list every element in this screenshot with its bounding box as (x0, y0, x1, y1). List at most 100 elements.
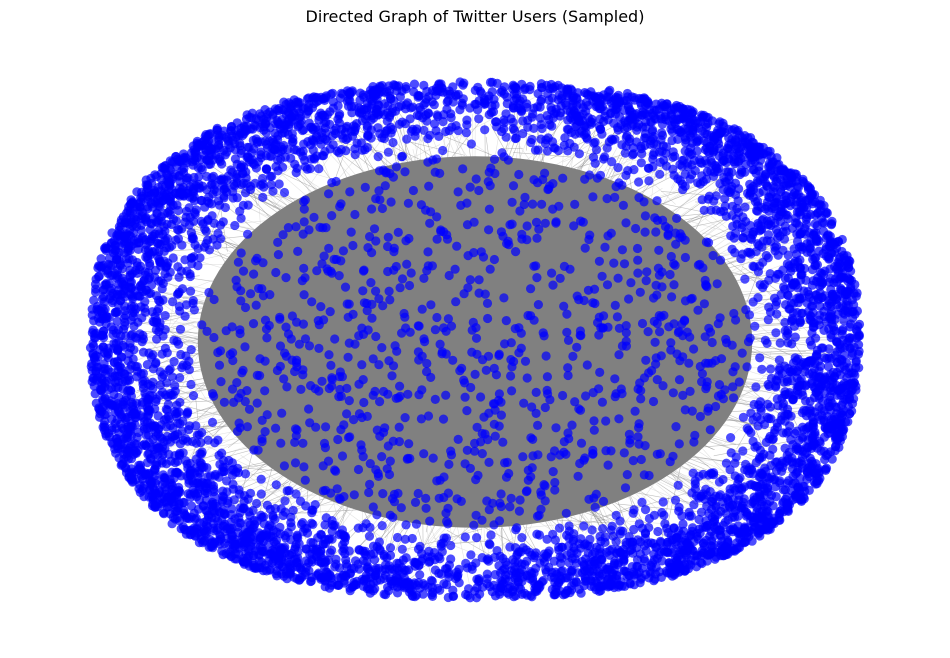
node (600, 152, 610, 162)
node (174, 225, 184, 235)
graph-title: Directed Graph of Twitter Users (Sampled… (305, 7, 645, 26)
node (780, 485, 790, 495)
node (517, 533, 527, 543)
node (795, 197, 806, 207)
node (774, 462, 784, 472)
node (658, 497, 668, 507)
node (756, 414, 766, 425)
node (409, 79, 420, 89)
node (320, 147, 330, 157)
node (827, 219, 837, 229)
node (602, 143, 612, 153)
node (179, 190, 189, 200)
node (314, 164, 324, 174)
node (587, 525, 597, 535)
node (230, 220, 240, 231)
node (270, 504, 280, 514)
node (726, 433, 736, 443)
node (473, 82, 483, 92)
node (486, 530, 496, 540)
node (214, 450, 224, 460)
node (169, 357, 179, 367)
node (816, 446, 826, 456)
node (255, 109, 265, 119)
node (397, 151, 407, 161)
node (383, 147, 393, 157)
node (236, 213, 246, 223)
node (332, 146, 342, 156)
node (340, 549, 350, 559)
node (280, 496, 290, 506)
node (539, 549, 550, 559)
node (105, 285, 115, 295)
node (511, 525, 521, 535)
node (729, 157, 739, 167)
node (218, 486, 228, 496)
node (162, 405, 172, 415)
node (629, 524, 639, 535)
node (549, 556, 559, 566)
node (487, 87, 497, 97)
node (186, 379, 196, 390)
node (707, 469, 717, 479)
node (590, 158, 600, 168)
node (128, 476, 138, 486)
node (202, 515, 212, 526)
node (407, 533, 417, 544)
node (529, 123, 539, 133)
node (765, 307, 776, 317)
node (313, 569, 323, 580)
node (754, 240, 764, 251)
node (759, 280, 769, 290)
node (771, 328, 781, 338)
node (843, 417, 853, 427)
node (554, 523, 565, 533)
node (224, 455, 234, 466)
node (737, 223, 747, 233)
node (718, 474, 728, 485)
node (696, 507, 707, 517)
node (766, 364, 776, 374)
node (827, 454, 837, 464)
node (812, 276, 822, 287)
node (748, 297, 758, 307)
node (706, 155, 716, 165)
edge (248, 476, 281, 499)
node (112, 307, 122, 317)
node (138, 347, 149, 357)
node (94, 271, 104, 281)
node (509, 125, 520, 135)
node (472, 533, 482, 543)
node (657, 556, 667, 566)
node (253, 157, 263, 167)
node (579, 521, 589, 531)
node (636, 158, 646, 168)
node (460, 532, 470, 542)
node (775, 338, 785, 348)
node (274, 103, 284, 114)
node (758, 142, 769, 153)
node (740, 274, 750, 284)
node (616, 120, 626, 130)
node (301, 501, 311, 511)
node (561, 573, 571, 583)
node (746, 249, 756, 259)
node (573, 568, 583, 578)
node (699, 205, 709, 215)
node (435, 585, 445, 595)
edge (240, 454, 294, 493)
node (419, 125, 429, 135)
node (845, 275, 855, 285)
node (487, 77, 497, 87)
node (640, 505, 651, 515)
node (620, 148, 631, 158)
node (760, 335, 771, 345)
node (204, 198, 214, 208)
node (438, 145, 448, 156)
node (730, 144, 741, 154)
node (430, 565, 440, 575)
node (606, 134, 617, 144)
node (655, 169, 665, 179)
node (644, 513, 655, 524)
node (201, 239, 211, 249)
